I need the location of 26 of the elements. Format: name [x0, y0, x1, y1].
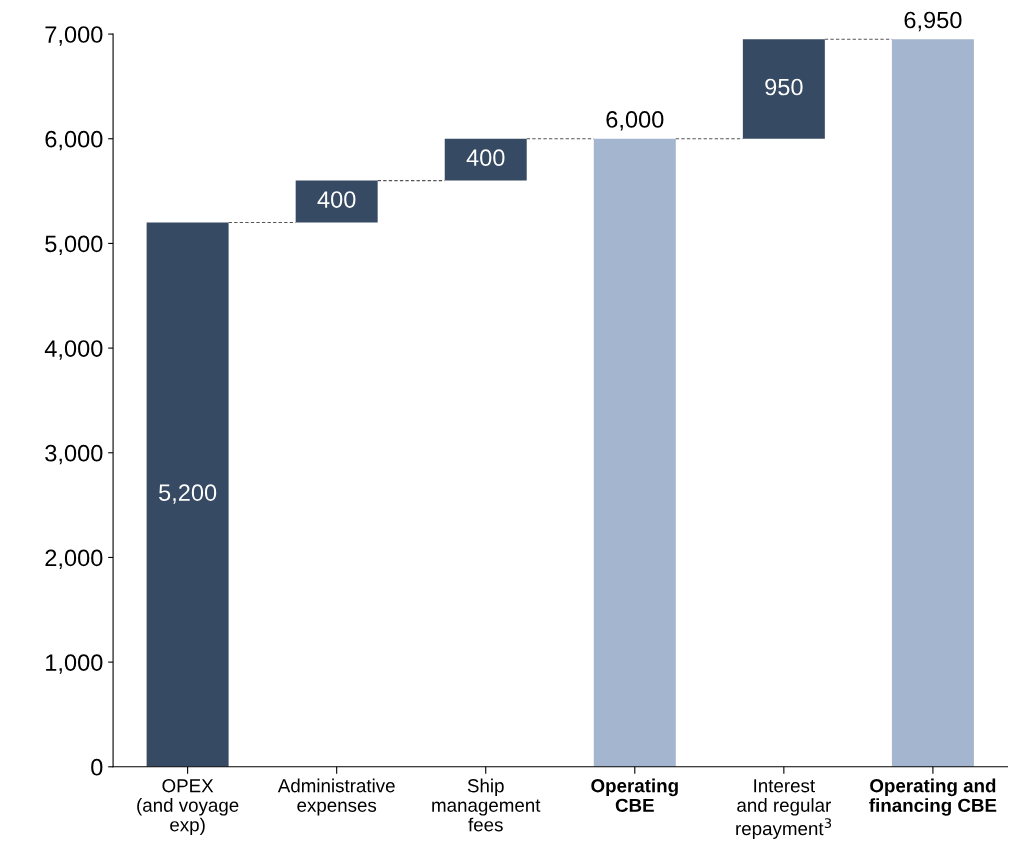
y-tick-label: 2,000	[45, 549, 103, 570]
data-label: 6,000	[606, 111, 664, 131]
y-tick-label: 4,000	[44, 340, 103, 360]
y-tick-label: 5,000	[45, 235, 103, 256]
x-tick-label: Administrative expenses	[277, 778, 395, 816]
bar	[444, 138, 527, 181]
bar	[295, 180, 378, 223]
y-tick-label: 0	[91, 758, 103, 776]
x-tick-label: Ship management fees	[432, 778, 541, 832]
bar	[742, 39, 825, 139]
data-label: 5,200	[159, 484, 217, 504]
x-tick-label: OPEX (and voyage exp)	[137, 779, 239, 836]
x-tick-label: Operating and financing CBE	[869, 778, 997, 816]
bar	[146, 222, 229, 767]
x-tick-label: Interest and regular repayment$^{3}$	[736, 779, 832, 839]
y-tick-label: 7,000	[45, 26, 103, 46]
x-tick-label: Operating CBE	[591, 778, 678, 812]
data-label: 6,950	[904, 11, 962, 32]
y-tick-label: 3,000	[45, 444, 103, 465]
data-label: 400	[317, 191, 356, 208]
bar	[593, 138, 676, 767]
y-tick-label: 1,000	[46, 654, 103, 674]
data-label: 950	[765, 78, 803, 96]
bar	[891, 39, 974, 767]
y-tick-label: 6,000	[45, 130, 103, 151]
data-label: 400	[466, 149, 505, 167]
